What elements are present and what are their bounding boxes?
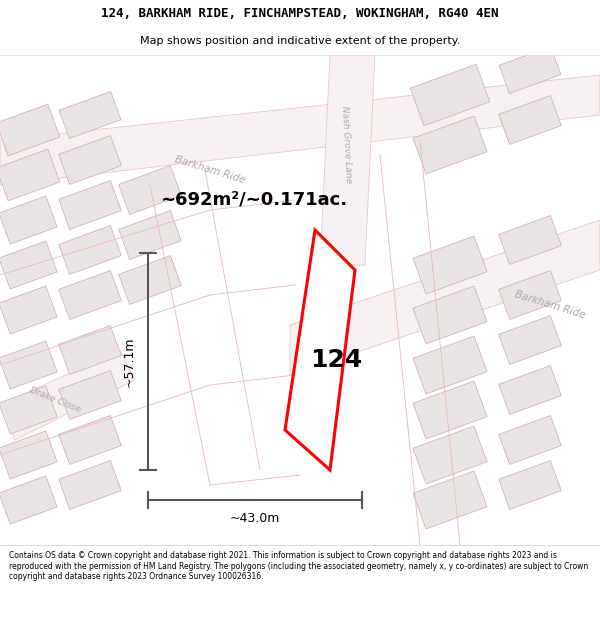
Polygon shape bbox=[0, 286, 57, 334]
Polygon shape bbox=[59, 136, 121, 184]
Text: Barkham Ride: Barkham Ride bbox=[173, 154, 247, 186]
Polygon shape bbox=[59, 181, 121, 229]
Polygon shape bbox=[413, 116, 487, 174]
Text: 124, BARKHAM RIDE, FINCHAMPSTEAD, WOKINGHAM, RG40 4EN: 124, BARKHAM RIDE, FINCHAMPSTEAD, WOKING… bbox=[101, 8, 499, 20]
Polygon shape bbox=[59, 91, 121, 139]
Polygon shape bbox=[413, 426, 487, 484]
Polygon shape bbox=[499, 316, 562, 364]
Polygon shape bbox=[413, 236, 487, 294]
Polygon shape bbox=[0, 149, 60, 201]
Polygon shape bbox=[413, 336, 487, 394]
Text: ~692m²/~0.171ac.: ~692m²/~0.171ac. bbox=[160, 191, 347, 209]
Polygon shape bbox=[499, 461, 562, 509]
Polygon shape bbox=[59, 461, 121, 509]
Polygon shape bbox=[0, 104, 60, 156]
Text: ~43.0m: ~43.0m bbox=[230, 512, 280, 525]
Polygon shape bbox=[499, 96, 562, 144]
Polygon shape bbox=[499, 46, 561, 94]
Polygon shape bbox=[410, 64, 490, 126]
Text: Barkham Ride: Barkham Ride bbox=[514, 289, 586, 321]
Polygon shape bbox=[499, 271, 562, 319]
Polygon shape bbox=[285, 230, 355, 470]
Polygon shape bbox=[413, 286, 487, 344]
Polygon shape bbox=[0, 196, 57, 244]
Polygon shape bbox=[499, 216, 562, 264]
Polygon shape bbox=[59, 226, 121, 274]
Polygon shape bbox=[59, 371, 121, 419]
Polygon shape bbox=[59, 271, 121, 319]
Text: ~57.1m: ~57.1m bbox=[123, 336, 136, 387]
Polygon shape bbox=[320, 55, 375, 265]
Text: Contains OS data © Crown copyright and database right 2021. This information is : Contains OS data © Crown copyright and d… bbox=[9, 551, 588, 581]
Text: Nash Grove Lane: Nash Grove Lane bbox=[340, 106, 353, 184]
Polygon shape bbox=[413, 381, 487, 439]
Polygon shape bbox=[0, 476, 57, 524]
Polygon shape bbox=[413, 471, 487, 529]
Polygon shape bbox=[499, 366, 562, 414]
Text: Drake Close: Drake Close bbox=[28, 386, 82, 414]
Polygon shape bbox=[119, 256, 181, 304]
Polygon shape bbox=[119, 211, 181, 259]
Polygon shape bbox=[0, 431, 57, 479]
Polygon shape bbox=[0, 341, 57, 389]
Polygon shape bbox=[0, 75, 600, 185]
Polygon shape bbox=[59, 326, 121, 374]
Polygon shape bbox=[290, 220, 600, 375]
Polygon shape bbox=[0, 241, 57, 289]
Polygon shape bbox=[499, 416, 562, 464]
Polygon shape bbox=[0, 350, 135, 440]
Text: 124: 124 bbox=[310, 348, 362, 372]
Polygon shape bbox=[119, 166, 181, 214]
Polygon shape bbox=[59, 416, 121, 464]
Polygon shape bbox=[0, 386, 57, 434]
Text: Map shows position and indicative extent of the property.: Map shows position and indicative extent… bbox=[140, 36, 460, 46]
